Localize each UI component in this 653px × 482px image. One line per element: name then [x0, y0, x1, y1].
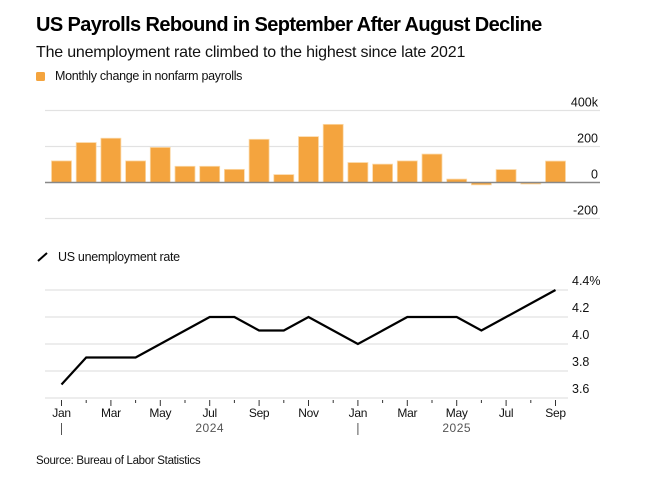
line-y-tick-label: 4.0 [572, 328, 589, 342]
line-chart-series [60, 289, 557, 386]
payroll-bar [421, 153, 443, 183]
line-y-tick-label: 4.2 [572, 301, 589, 315]
bar-chart-gridlines [45, 109, 600, 220]
payroll-bar [495, 169, 517, 183]
line-y-tick-label: 3.8 [572, 355, 589, 369]
line-y-tick-label: 3.6 [572, 382, 589, 396]
payroll-bar [298, 136, 319, 183]
x-tick-label: Mar [397, 406, 417, 420]
payroll-bar [149, 146, 171, 183]
payroll-bar [372, 163, 394, 183]
x-tick-label: May [149, 406, 171, 420]
payroll-bar [223, 168, 245, 183]
source-note: Source: Bureau of Labor Statistics [36, 455, 201, 467]
payroll-bar [273, 174, 295, 183]
bar-chart-bars [51, 123, 566, 186]
unemployment-legend: US unemployment rate [36, 250, 180, 264]
payroll-bar [347, 162, 369, 183]
bar-swatch-icon [36, 71, 45, 81]
payroll-bar [100, 137, 122, 183]
year-label: 2024 [195, 421, 224, 435]
payroll-bar [174, 165, 196, 183]
x-tick-label: Sep [545, 406, 566, 420]
year-label: 2025 [442, 421, 471, 435]
payroll-bar [322, 123, 344, 183]
payrolls-legend-label: Monthly change in nonfarm payrolls [55, 69, 243, 83]
payroll-bar [396, 160, 418, 183]
x-tick-label: Mar [101, 406, 121, 420]
payrolls-legend: Monthly change in nonfarm payrolls [36, 69, 242, 83]
bar-y-tick-label: 400k [571, 96, 599, 110]
payroll-bar [75, 142, 97, 183]
x-tick-label: May [446, 406, 468, 420]
bar-y-tick-label: 200 [577, 132, 598, 146]
x-tick-label: Jan [52, 406, 70, 420]
unemployment-legend-label: US unemployment rate [58, 250, 180, 264]
payroll-bar [51, 160, 72, 183]
unemployment-line [60, 289, 557, 386]
payroll-bar [199, 165, 221, 183]
bar-chart-y-ticks: 400k 200 0 -200 [571, 96, 599, 218]
x-tick-label: Nov [298, 406, 319, 420]
x-axis: Jan Mar May Jul Sep Nov Jan Mar May Jul Sep 2024 202… [52, 400, 567, 435]
x-tick-label: Jul [499, 406, 513, 420]
chart-subtitle: The unemployment rate climbed to the hig… [36, 44, 466, 61]
bar-y-tick-label: -200 [573, 204, 598, 218]
payroll-bar [125, 160, 146, 183]
line-chart-y-ticks: 4.4% 4.2 4.0 3.8 3.6 [572, 274, 601, 396]
bar-y-tick-label: 0 [591, 168, 598, 182]
line-chart-gridlines [45, 289, 568, 399]
chart-title: US Payrolls Rebound in September After A… [36, 14, 542, 36]
line-swatch-icon [37, 252, 48, 262]
x-tick-label: Jan [349, 406, 367, 420]
payroll-bar [545, 160, 566, 183]
x-tick-label: Sep [249, 406, 270, 420]
x-tick-label: Jul [202, 406, 216, 420]
line-y-tick-label: 4.4% [572, 274, 601, 288]
payroll-bar [248, 138, 270, 183]
